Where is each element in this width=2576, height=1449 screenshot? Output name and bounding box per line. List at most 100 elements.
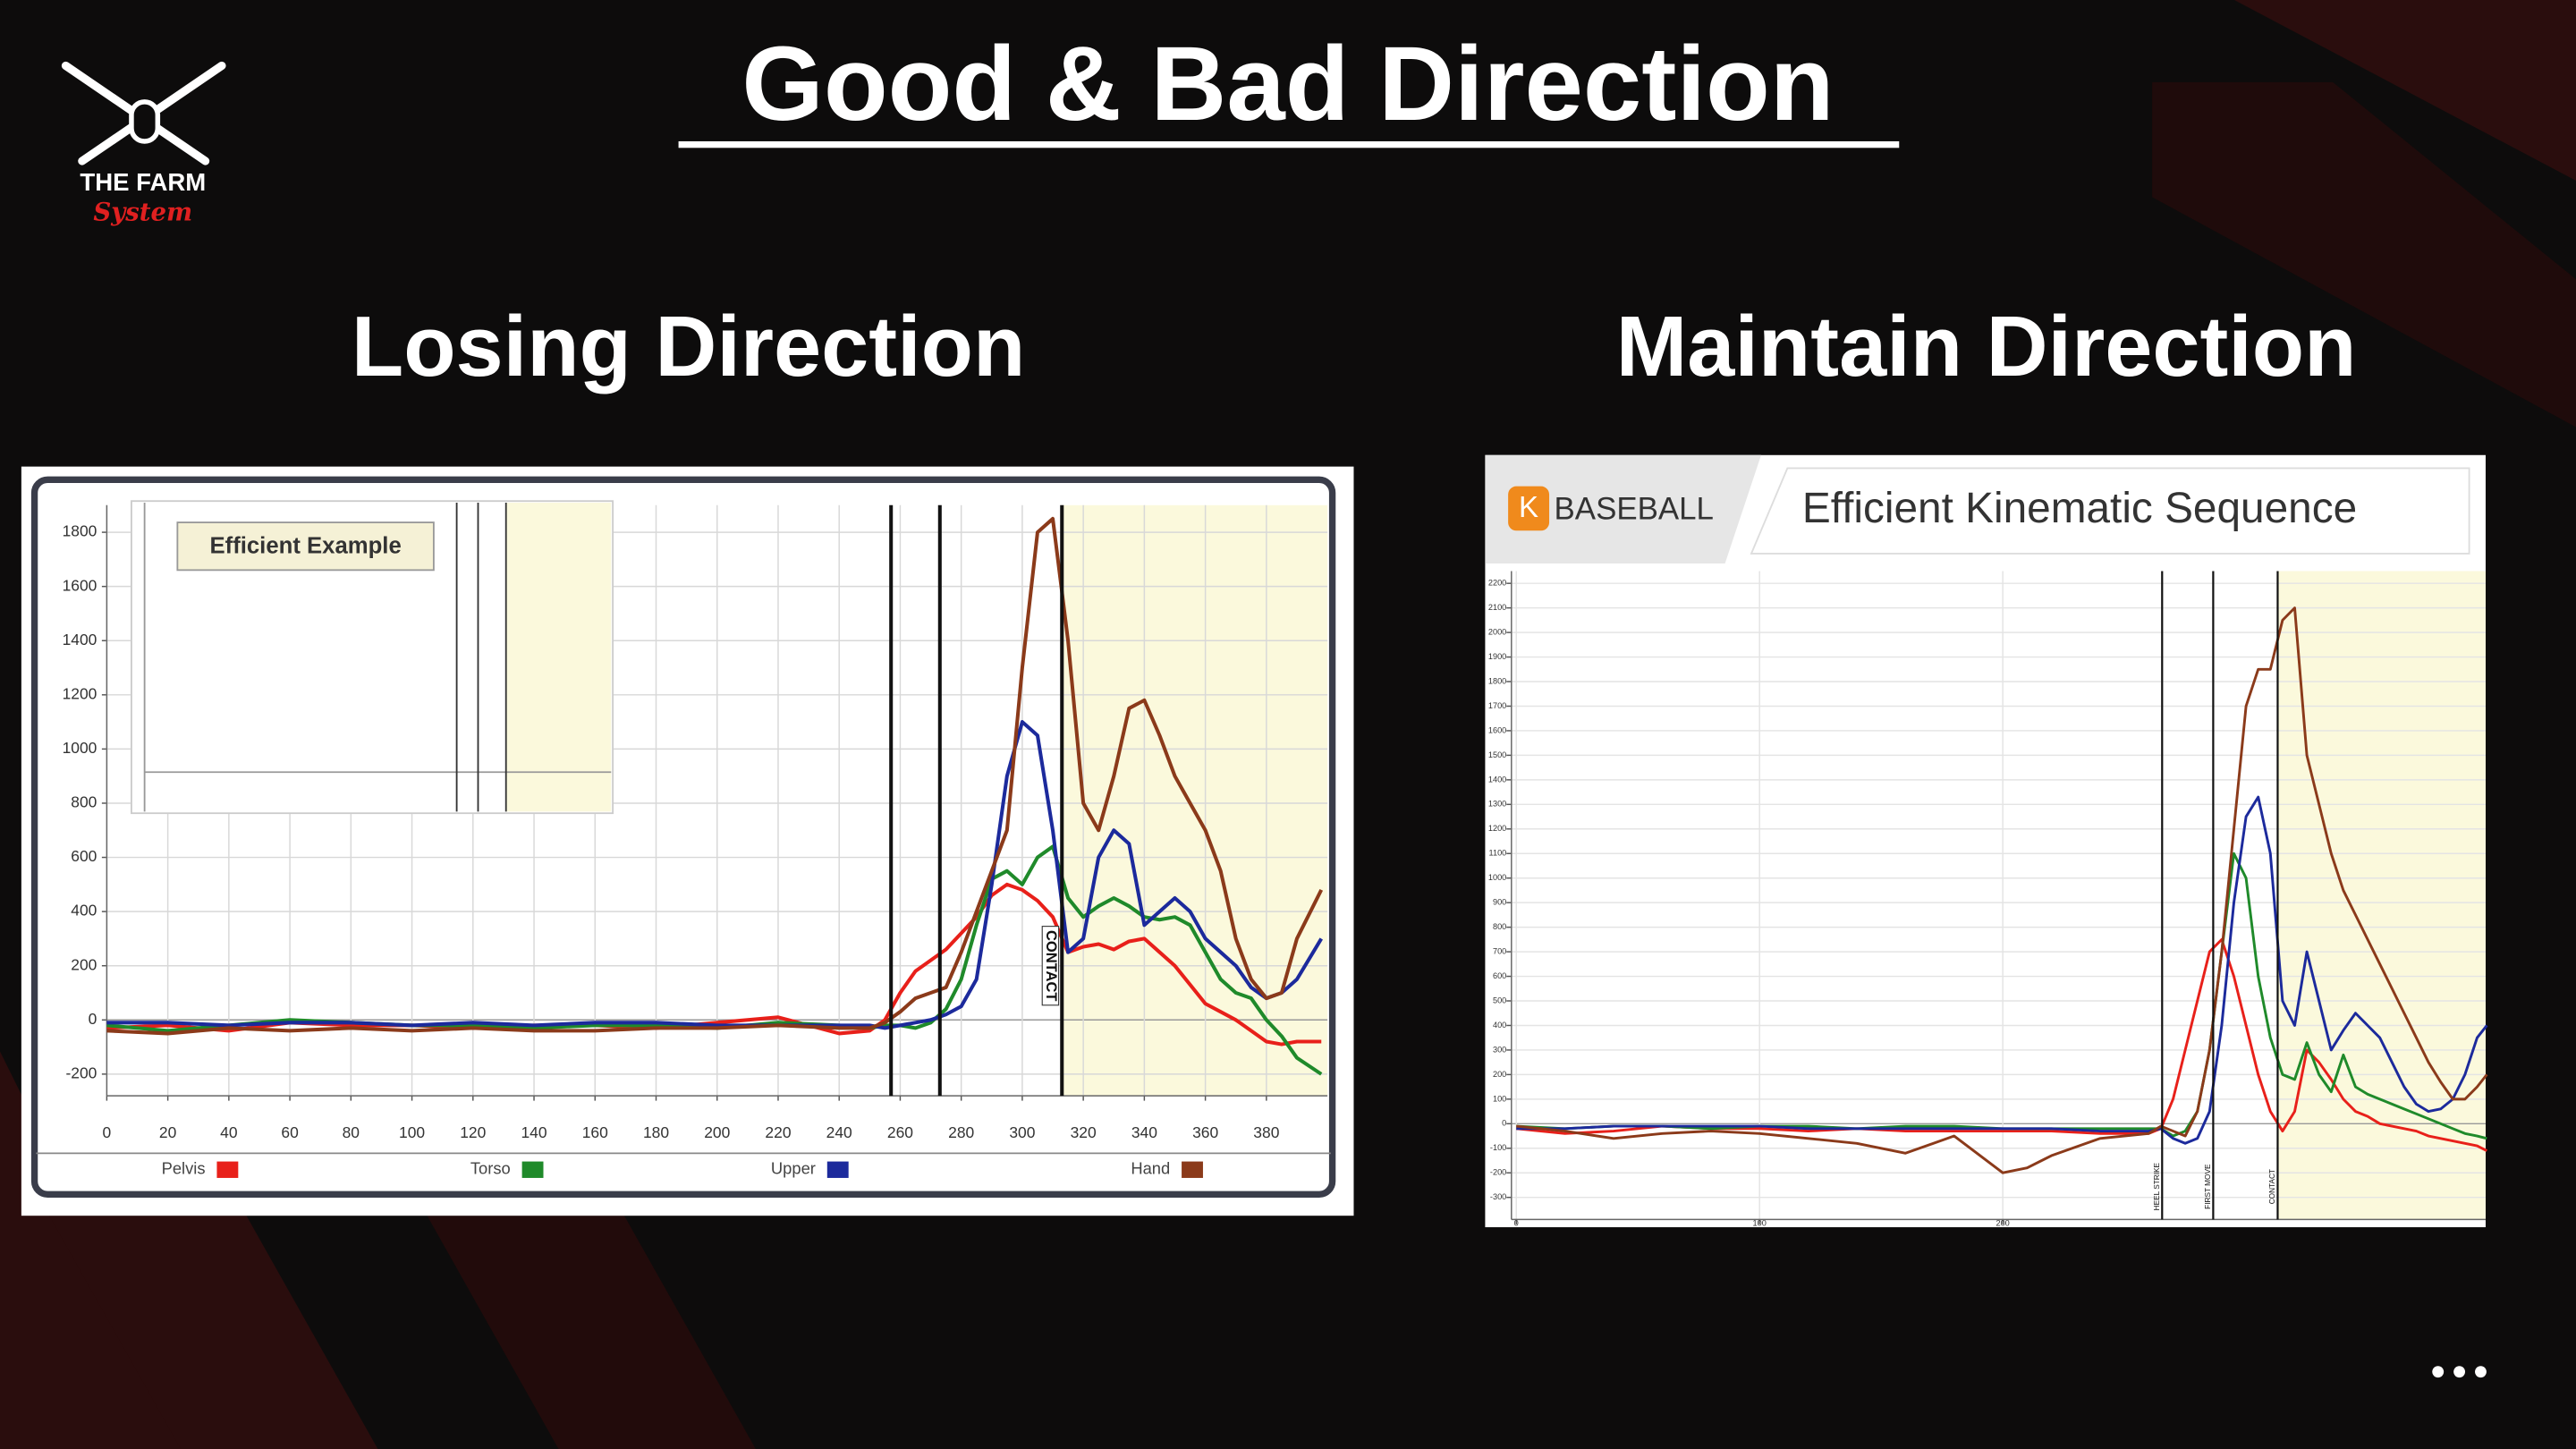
y-tick-label: 1000 xyxy=(1488,873,1506,882)
y-tick-label: 200 xyxy=(1493,1070,1506,1079)
x-tick-label: 300 xyxy=(1009,1123,1035,1141)
title-underline xyxy=(678,140,1900,148)
more-icon[interactable] xyxy=(2432,1366,2487,1378)
y-tick-label: 1900 xyxy=(1488,652,1506,661)
y-tick-label: 400 xyxy=(71,902,97,919)
legend-label: Upper xyxy=(771,1159,816,1178)
y-tick-label: 1600 xyxy=(1488,725,1506,734)
brand: BASEBALL xyxy=(1555,491,1714,526)
legend-label: Hand xyxy=(1131,1159,1170,1178)
y-tick-label: 1700 xyxy=(1488,701,1506,710)
stripe xyxy=(2233,0,2576,182)
y-tick-label: 0 xyxy=(1502,1119,1506,1128)
inset xyxy=(131,500,614,815)
brand-mark: K xyxy=(1519,491,1538,524)
y-tick-label: 700 xyxy=(1493,947,1506,956)
y-tick-label: 500 xyxy=(1493,996,1506,1004)
x-tick-label: 360 xyxy=(1192,1123,1218,1141)
stripe xyxy=(427,1216,756,1449)
x-tick-label: 200 xyxy=(1996,1218,2009,1227)
x-tick-label: 340 xyxy=(1131,1123,1157,1141)
plot: -200 0 200 400 600 800 1000 1200 1400 1600 1800 0 20… xyxy=(63,504,1328,1178)
event-label: FIRST MOVE xyxy=(2204,1164,2212,1209)
event-label: HEEL STRIKE xyxy=(2153,1163,2161,1211)
y-tick-label: 800 xyxy=(71,793,97,811)
x-tick-label: 0 xyxy=(1514,1218,1519,1227)
y-tick-label: 1400 xyxy=(63,631,97,648)
y-tick-label: 1800 xyxy=(1488,676,1506,685)
event-label: CONTACT xyxy=(1043,930,1060,1002)
y-tick-label: 600 xyxy=(71,847,97,865)
x-tick-label: 80 xyxy=(343,1123,360,1141)
x-tick-label: 40 xyxy=(220,1123,238,1141)
logo-text: System xyxy=(93,198,192,226)
x-tick-label: 280 xyxy=(948,1123,974,1141)
panel-title: Losing Direction xyxy=(352,300,1025,394)
highlight-region xyxy=(2277,571,2486,1220)
brand-mark-box xyxy=(1508,486,1550,531)
y-tick-label: 1500 xyxy=(1488,750,1506,759)
legend-swatch xyxy=(216,1161,239,1178)
y-tick-label: 400 xyxy=(1493,1021,1506,1030)
series-line xyxy=(106,516,1324,1036)
series-line xyxy=(1516,606,2488,1174)
x-tick-label: 200 xyxy=(704,1123,730,1141)
stripe xyxy=(2152,81,2576,428)
legend-label: Torso xyxy=(470,1159,511,1178)
y-tick-label: -300 xyxy=(1490,1192,1506,1201)
y-tick-label: 1200 xyxy=(1488,824,1506,833)
y-tick-label: 800 xyxy=(1493,922,1506,931)
event-label-box xyxy=(1041,926,1060,1006)
x-tick-label: 160 xyxy=(582,1123,608,1141)
event-label: CONTACT xyxy=(2268,1169,2276,1204)
x-tick-label: 100 xyxy=(399,1123,425,1141)
y-tick-label: 1600 xyxy=(63,576,97,594)
y-tick-label: 100 xyxy=(1493,1094,1506,1103)
legend-swatch xyxy=(826,1161,849,1178)
legend-label: Pelvis xyxy=(162,1159,206,1178)
series-line xyxy=(106,720,1323,1030)
x-tick-label: 180 xyxy=(643,1123,669,1141)
y-tick-label: 1300 xyxy=(1488,800,1506,809)
y-tick-label: 1100 xyxy=(1489,849,1507,858)
y-tick-label: 2200 xyxy=(1488,579,1506,588)
y-tick-label: -100 xyxy=(1490,1143,1506,1152)
inset-label: Efficient Example xyxy=(209,533,401,558)
y-tick-label: 2100 xyxy=(1488,603,1506,612)
y-tick-label: 1800 xyxy=(63,522,97,540)
stripe xyxy=(49,1216,378,1449)
y-tick-label: 600 xyxy=(1493,971,1506,980)
y-tick-label: -200 xyxy=(1490,1168,1506,1177)
y-tick-label: 0 xyxy=(89,1010,97,1028)
y-tick-label: 1000 xyxy=(63,739,97,757)
x-tick-label: 320 xyxy=(1071,1123,1097,1141)
legend-swatch xyxy=(521,1161,544,1178)
y-tick-label: 900 xyxy=(1493,898,1506,907)
x-tick-label: 60 xyxy=(281,1123,299,1141)
subtitle-box xyxy=(1750,467,2470,555)
y-tick-label: 2000 xyxy=(1488,628,1506,637)
x-tick-label: 20 xyxy=(159,1123,177,1141)
chart-subtitle: Efficient Kinematic Sequence xyxy=(1802,485,2357,532)
x-tick-label: 380 xyxy=(1253,1123,1279,1141)
y-tick-label: -200 xyxy=(65,1063,97,1081)
x-tick-label: 100 xyxy=(1753,1218,1767,1227)
x-tick-label: 240 xyxy=(826,1123,852,1141)
slide-title: Good & Bad Direction xyxy=(741,25,1834,142)
x-tick-label: 260 xyxy=(887,1123,913,1141)
y-tick-label: 1200 xyxy=(63,684,97,702)
legend-swatch xyxy=(1182,1161,1203,1178)
y-tick-label: 1400 xyxy=(1488,775,1506,784)
highlight-region xyxy=(1062,504,1328,1097)
logo xyxy=(61,61,226,165)
x-tick-label: 140 xyxy=(521,1123,547,1141)
y-tick-label: 200 xyxy=(71,955,97,973)
series-line xyxy=(1516,795,2488,1145)
x-tick-label: 220 xyxy=(765,1123,791,1141)
brand-panel xyxy=(1485,454,1761,564)
x-tick-label: 0 xyxy=(103,1123,112,1141)
y-tick-label: 300 xyxy=(1493,1045,1506,1054)
x-tick-label: 120 xyxy=(460,1123,486,1141)
plot: -300 -200 -100 0 100 200 300 400 500 600 700 800 900… xyxy=(1488,571,2488,1227)
